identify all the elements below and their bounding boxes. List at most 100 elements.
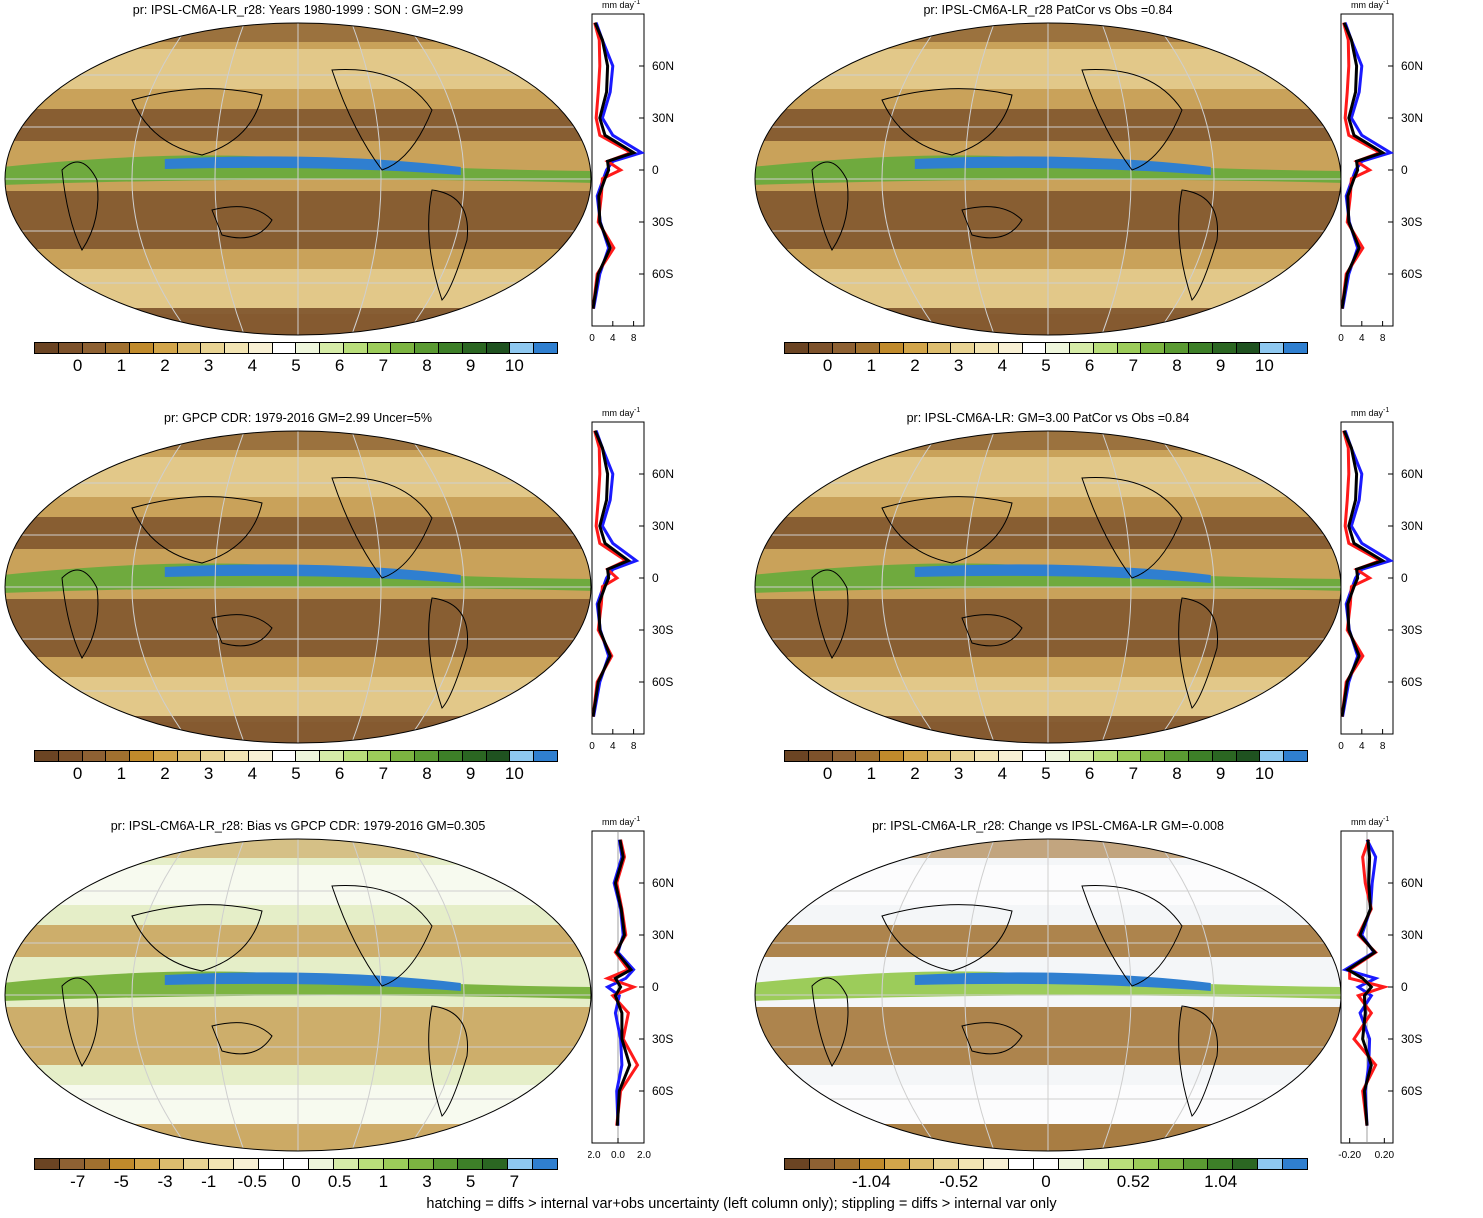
- colorbar-swatch: [951, 343, 976, 353]
- colorbar-swatch: [1212, 751, 1237, 761]
- colorbar-swatch: [834, 1159, 860, 1169]
- colorbar-tick-label: 5: [465, 1172, 476, 1191]
- zonal-ytick-label: 0: [1401, 571, 1408, 585]
- colorbar-tick-label: 7: [509, 1172, 520, 1191]
- colorbar-swatch: [1258, 1159, 1284, 1169]
- colorbar-tick-label: 6: [334, 764, 345, 783]
- colorbar-swatch: [486, 751, 511, 761]
- colorbar-swatch: [1009, 1159, 1035, 1169]
- colorbar-swatch: [201, 343, 226, 353]
- zonal-unit-exponent: -1: [634, 0, 641, 6]
- colorbar-swatch: [1022, 751, 1047, 761]
- colorbar-swatch: [534, 343, 557, 353]
- world-map: [4, 838, 592, 1152]
- colorbar-swatch: [106, 343, 131, 353]
- colorbar-tick-label: 8: [1172, 764, 1182, 783]
- zonal-xtick-label: 4: [1359, 741, 1365, 752]
- colorbar: [784, 342, 1308, 354]
- colorbar-swatch: [248, 343, 273, 353]
- colorbar-tick-label: -1.04: [851, 1172, 891, 1191]
- colorbar-swatch: [951, 751, 976, 761]
- zonal-unit-text: mm day: [602, 0, 635, 10]
- colorbar-swatch: [343, 343, 368, 353]
- zonal-ytick-label: 60N: [652, 467, 674, 481]
- colorbar: [34, 342, 558, 354]
- colorbar-tick-label: 9: [1215, 764, 1226, 783]
- zonal-ytick-label: 30S: [652, 623, 673, 637]
- zonal-series-line: [613, 839, 634, 1126]
- colorbar-swatch: [130, 751, 154, 761]
- colorbar-swatch: [510, 343, 535, 353]
- colorbar-tick-label: 8: [422, 356, 432, 375]
- colorbar-tick-label: -3: [157, 1172, 173, 1191]
- zonal-unit-exponent: -1: [1383, 0, 1390, 6]
- zonal-ytick-label: 60N: [1401, 59, 1423, 73]
- colorbar-tick-label: 1: [116, 764, 127, 783]
- zonal-unit-text: mm day: [1351, 817, 1384, 827]
- zonal-unit-text: mm day: [602, 408, 635, 418]
- colorbar-tick-label: 2: [160, 356, 170, 375]
- zonal-ytick-label: 30N: [652, 519, 674, 533]
- colorbar-tick-label: 3: [203, 356, 214, 375]
- zonal-xtick-label: 4: [610, 741, 616, 752]
- colorbar-swatch: [320, 343, 344, 353]
- colorbar-tick-label: 2: [910, 764, 920, 783]
- colorbar-labels: 0 1 2 3 4 5 6 7 8 9 10: [784, 764, 1308, 786]
- world-map: [4, 22, 592, 336]
- colorbar-swatch: [785, 751, 809, 761]
- colorbar-swatch: [1058, 1159, 1084, 1169]
- colorbar-swatch: [82, 343, 107, 353]
- zonal-unit-text: mm day: [1351, 0, 1384, 10]
- zonal-xtick-label: 4: [610, 333, 616, 344]
- zonal-unit-text: mm day: [602, 817, 635, 827]
- map-title: pr: IPSL-CM6A-LR: GM=3.00 PatCor vs Obs …: [906, 411, 1190, 425]
- colorbar-swatch: [184, 1159, 210, 1169]
- colorbar-swatch: [1212, 343, 1237, 353]
- colorbar-swatch: [1183, 1159, 1209, 1169]
- map-title: pr: GPCP CDR: 1979-2016 GM=2.99 Uncer=5%: [164, 411, 432, 425]
- colorbar-labels: -7 -5 -3 -1 -0.5 0 0.5 1 3 5 7: [34, 1172, 558, 1194]
- zonal-ytick-label: 60S: [1401, 1084, 1422, 1098]
- colorbar-tick-label: -0.5: [237, 1172, 267, 1191]
- colorbar-swatch: [1117, 751, 1142, 761]
- map-title: pr: IPSL-CM6A-LR_r28: Change vs IPSL-CM6…: [872, 819, 1224, 833]
- colorbar-swatch: [533, 1159, 558, 1169]
- colorbar-swatch: [808, 751, 833, 761]
- zonal-xtick-label: -0.20: [1338, 1150, 1361, 1161]
- colorbar-tick-label: 9: [1215, 356, 1226, 375]
- colorbar-tick-label: 1: [378, 1172, 389, 1191]
- colorbar-swatch: [1236, 343, 1261, 353]
- colorbar-swatch: [433, 1159, 459, 1169]
- colorbar-swatch: [510, 751, 535, 761]
- colorbar-swatch: [880, 751, 904, 761]
- zonal-ytick-label: 30N: [1401, 519, 1423, 533]
- colorbar-swatch: [927, 751, 952, 761]
- colorbar-tick-label: 1: [116, 356, 127, 375]
- zonal-unit-text: mm day: [1351, 408, 1384, 418]
- colorbar-swatch: [808, 343, 833, 353]
- colorbar-tick-label: 1: [866, 356, 877, 375]
- colorbar-swatch: [296, 751, 321, 761]
- zonal-ytick-label: 60S: [652, 1084, 673, 1098]
- colorbar-swatch: [975, 343, 999, 353]
- colorbar-swatch: [998, 343, 1023, 353]
- zonal-unit-exponent: -1: [1383, 816, 1390, 823]
- colorbar-swatch: [177, 751, 202, 761]
- colorbar-swatch: [785, 343, 809, 353]
- world-map: [4, 430, 592, 744]
- colorbar-tick-label: 4: [247, 356, 258, 375]
- zonal-ytick-label: 60N: [652, 876, 674, 890]
- zonal-xtick-label: 4: [1359, 333, 1365, 344]
- colorbar-tick-label: 0: [72, 764, 83, 783]
- colorbar-tick-label: 8: [1172, 356, 1182, 375]
- colorbar-swatch: [234, 1159, 260, 1169]
- colorbar-tick-label: 4: [997, 764, 1008, 783]
- colorbar-swatch: [1046, 751, 1071, 761]
- colorbar-swatch: [998, 751, 1023, 761]
- colorbar-swatch: [383, 1159, 409, 1169]
- colorbar-swatch: [134, 1159, 160, 1169]
- colorbar-swatch: [59, 1159, 85, 1169]
- world-map: [754, 430, 1342, 744]
- colorbar-labels: -1.04 -0.52 0 0.52 1.04: [784, 1172, 1308, 1194]
- colorbar-swatch: [296, 343, 321, 353]
